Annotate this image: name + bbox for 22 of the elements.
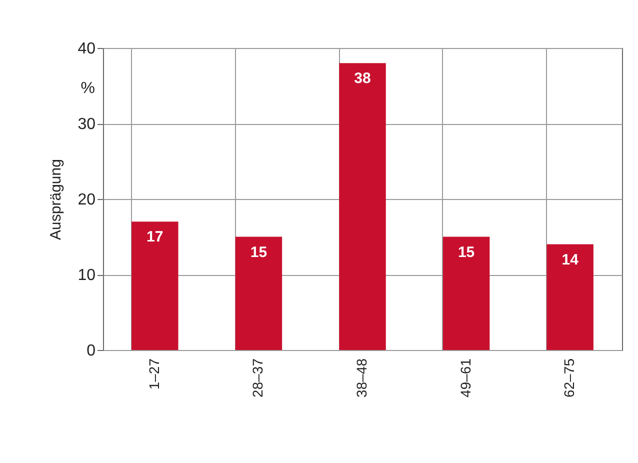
x-tick-label: 62–75 xyxy=(561,358,578,398)
y-axis-title: Ausprägung xyxy=(48,159,65,240)
bar xyxy=(546,244,594,350)
y-tick-label: 30 xyxy=(78,116,96,133)
data-label: 38 xyxy=(354,70,371,88)
y-tick-label: 10 xyxy=(78,267,96,284)
text: % xyxy=(80,80,95,97)
bar xyxy=(339,63,386,350)
data-label: 14 xyxy=(562,251,580,268)
x-tick-label: 38–48 xyxy=(354,358,370,398)
bar xyxy=(132,222,178,350)
data-label: 15 xyxy=(250,244,268,261)
y-tick-label: 20 xyxy=(78,192,96,208)
bar xyxy=(235,236,282,350)
x-tick-label: 49–61 xyxy=(457,358,474,398)
y-tick-label: 0 xyxy=(86,342,96,360)
data-label: 15 xyxy=(458,244,475,261)
y-tick-label: 40 xyxy=(78,40,96,58)
x-tick-label: 1–27 xyxy=(146,358,162,390)
data-label: 17 xyxy=(146,228,164,246)
bar xyxy=(442,236,490,350)
x-tick-label: 28–37 xyxy=(250,358,266,398)
